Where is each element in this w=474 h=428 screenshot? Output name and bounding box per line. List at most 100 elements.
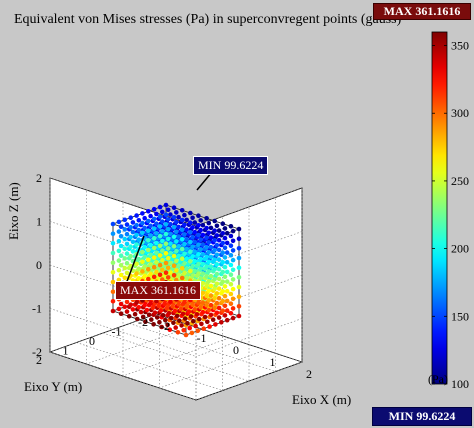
- data-point: [156, 303, 161, 309]
- data-point: [144, 307, 150, 313]
- data-point: [110, 299, 116, 304]
- data-point: [220, 298, 226, 304]
- data-point: [200, 261, 206, 267]
- data-point: [200, 290, 206, 296]
- data-point: [216, 286, 222, 291]
- data-point: [157, 262, 163, 268]
- data-point: [122, 246, 128, 252]
- x-axis-label: Eixo X (m): [292, 392, 352, 407]
- data-point: [179, 275, 185, 281]
- z-axis-label: Eixo Z (m): [6, 182, 21, 240]
- data-point: [230, 248, 236, 253]
- data-point: [183, 332, 189, 338]
- data-point: [173, 325, 178, 330]
- data-point: [214, 310, 220, 316]
- x-tick-label: 2: [306, 367, 312, 381]
- data-point: [171, 320, 176, 326]
- data-point: [224, 259, 230, 265]
- data-point: [198, 247, 203, 252]
- data-point: [146, 276, 151, 282]
- data-point: [168, 260, 173, 266]
- data-point: [188, 230, 193, 235]
- data-point: [130, 249, 136, 254]
- data-point: [212, 257, 217, 263]
- data-point: [192, 268, 198, 274]
- data-point: [148, 233, 153, 238]
- data-point: [166, 310, 172, 316]
- data-point: [160, 277, 165, 282]
- data-point: [140, 269, 145, 274]
- data-point: [194, 312, 200, 317]
- data-point: [224, 279, 230, 284]
- data-point: [208, 312, 214, 318]
- data-point: [230, 296, 236, 302]
- data-point: [171, 215, 177, 220]
- data-point: [192, 220, 198, 225]
- data-point: [146, 228, 151, 233]
- data-point: [124, 231, 130, 237]
- data-point: [230, 286, 236, 292]
- data-point: [124, 260, 130, 266]
- data-point: [157, 319, 162, 325]
- data-point: [180, 311, 186, 317]
- data-point: [208, 273, 214, 279]
- data-point: [204, 245, 209, 250]
- data-point: [154, 269, 159, 275]
- data-point: [236, 275, 242, 280]
- data-point: [220, 279, 226, 285]
- x-tick-label: -2: [160, 319, 170, 333]
- data-point: [230, 315, 236, 321]
- colorbar-tick-label: 200: [451, 242, 469, 256]
- data-point: [196, 261, 201, 267]
- data-point: [128, 225, 133, 230]
- data-point: [157, 233, 163, 239]
- data-point: [142, 254, 147, 260]
- colorbar-tick-label: 350: [451, 39, 469, 53]
- data-point: [208, 264, 214, 269]
- data-point: [190, 254, 195, 259]
- data-point: [174, 219, 179, 225]
- data-point: [118, 243, 124, 249]
- data-point: [214, 291, 220, 296]
- colorbar-tick-label: 300: [451, 106, 469, 120]
- colorbar-tick-label: 100: [451, 377, 469, 391]
- data-point: [214, 252, 220, 258]
- data-point: [140, 230, 145, 236]
- data-point: [200, 222, 206, 228]
- x-tick-label: 1: [270, 355, 276, 369]
- data-point: [182, 316, 188, 321]
- data-point: [142, 264, 147, 269]
- grid-line: [195, 361, 303, 401]
- data-point: [220, 308, 226, 314]
- data-point: [224, 230, 230, 236]
- data-point: [179, 208, 185, 213]
- data-point: [110, 250, 116, 256]
- z-tick-label: -1: [32, 302, 42, 316]
- data-point: [168, 299, 173, 304]
- grid-line: [49, 177, 197, 227]
- data-point: [165, 207, 171, 213]
- data-point: [204, 254, 209, 260]
- data-point: [208, 225, 214, 231]
- data-point: [136, 237, 142, 242]
- data-point: [196, 271, 201, 277]
- chart-title: Equivalent von Mises stresses (Pa) in su…: [14, 12, 402, 27]
- data-point: [140, 220, 145, 226]
- data-point: [206, 298, 212, 303]
- data-point: [184, 304, 189, 310]
- data-point: [196, 316, 202, 322]
- data-point: [220, 250, 226, 255]
- data-point: [228, 253, 234, 258]
- data-point: [222, 235, 228, 241]
- data-point: [134, 242, 139, 247]
- data-point: [132, 311, 138, 317]
- data-point: [228, 291, 234, 297]
- data-point: [184, 246, 189, 252]
- data-point: [216, 257, 222, 262]
- data-point: [182, 241, 187, 247]
- data-point: [151, 216, 157, 222]
- data-point: [163, 260, 169, 266]
- data-point: [160, 238, 165, 244]
- grid-line: [102, 332, 250, 382]
